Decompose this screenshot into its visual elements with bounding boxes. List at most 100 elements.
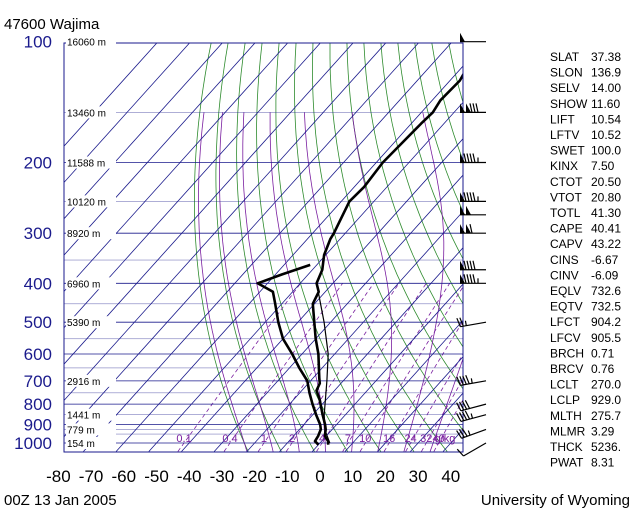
temperature-tick-label: -80 [46, 467, 71, 486]
mixing-ratio-line [342, 283, 451, 452]
mixing-ratio-label: 10 [359, 433, 371, 445]
dewpoint-profile-line [256, 263, 323, 446]
wind-barb-feather [456, 448, 464, 457]
height-label-bg [66, 195, 116, 208]
index-name: EQLV [550, 284, 581, 298]
wind-barb-feather [469, 274, 473, 284]
wind-barb [460, 192, 486, 202]
wind-barb-staff [460, 380, 487, 386]
height-label-bg [66, 374, 116, 387]
height-label: 2916 m [67, 377, 100, 388]
index-name: KINX [550, 159, 578, 173]
mixing-ratio-line [433, 398, 463, 452]
wind-barb-feather [472, 153, 476, 163]
wind-barb-staff [460, 403, 487, 412]
wind-barb-feather [456, 412, 462, 422]
wind-barb-flag [466, 224, 471, 234]
dry-adiabat-line [193, 43, 249, 452]
mixing-ratio-label: 7 [345, 433, 351, 445]
mixing-ratio-line [285, 283, 400, 452]
wind-barb-feather [456, 376, 461, 386]
index-value: 10.52 [591, 128, 621, 142]
grid-lines [64, 43, 463, 452]
isotherm-line [64, 43, 191, 184]
index-value: 270.0 [591, 378, 621, 392]
mixing-ratio-label: 1 [261, 433, 267, 445]
moist-adiabat-line [198, 112, 248, 452]
isotherm-line [64, 43, 354, 365]
mixing-ratio-line [359, 286, 463, 452]
isotherm-line [64, 43, 419, 438]
wind-barb-feather [469, 192, 473, 202]
dry-adiabat-line [346, 43, 463, 390]
index-value: 7.50 [591, 159, 615, 173]
height-label: 8920 m [67, 229, 100, 240]
wind-barb-feather [465, 375, 470, 385]
wind-barb-feather [466, 192, 470, 202]
wind-barb-flag [460, 260, 465, 270]
temperature-tick-label: -70 [79, 467, 104, 486]
isotherm-line [377, 356, 463, 452]
wind-barb-half-feather [470, 378, 473, 384]
wind-barb-feather [461, 428, 468, 437]
index-value: 20.50 [591, 175, 621, 189]
isotherm-line [64, 43, 223, 220]
wind-barb-feather [458, 412, 465, 421]
pressure-tick-label: 200 [24, 154, 52, 173]
isotherm-line [115, 65, 463, 452]
observation-time: 00Z 13 Jan 2005 [4, 492, 117, 509]
index-name: PWAT [550, 456, 584, 470]
height-label: 11588 m [67, 159, 105, 170]
dry-adiabat-line [380, 43, 463, 305]
dry-adiabat-line [256, 43, 348, 452]
wind-barb [460, 260, 486, 271]
height-label: 779 m [67, 425, 95, 436]
index-name: SLAT [550, 50, 580, 64]
height-label: 6960 m [67, 279, 100, 290]
wind-barb-flag [460, 274, 465, 284]
temperature-tick-label: -30 [210, 467, 235, 486]
wind-barb-half-feather [470, 413, 474, 419]
mixing-ratio-line [383, 320, 463, 452]
wind-barb-half-feather [464, 320, 467, 326]
isotherm-line [64, 43, 321, 329]
temperature-tick-label: -10 [275, 467, 300, 486]
dry-adiabat-line [329, 43, 463, 431]
index-name: SHOW [550, 97, 588, 111]
index-value: 929.0 [591, 393, 621, 407]
height-label: 13460 m [67, 108, 106, 119]
wind-barb-feather [461, 411, 468, 421]
wind-barb-flag [460, 103, 465, 113]
credit-label: University of Wyoming [481, 492, 630, 509]
mixing-ratio-label: 4 [319, 433, 325, 445]
dry-adiabat-line [363, 43, 463, 348]
pressure-tick-label: 400 [24, 274, 52, 293]
mixing-ratio-label: 2 [289, 433, 295, 445]
wind-barb-feather [472, 103, 476, 113]
mixing-ratio-line [421, 378, 463, 452]
index-value: 40.41 [591, 222, 621, 236]
isotherm-line [213, 174, 463, 452]
index-name: LCLP [550, 393, 580, 407]
index-name: MLMR [550, 424, 586, 438]
wind-barb-flag [460, 153, 465, 163]
isotherm-line [181, 138, 463, 452]
plot-frame [63, 42, 464, 453]
index-name: EQTV [550, 300, 583, 314]
wind-barb [460, 274, 486, 284]
temperature-tick-label: -60 [112, 467, 137, 486]
temperature-tick-label: -40 [177, 467, 202, 486]
mixing-ratio-label: 24 [404, 433, 416, 445]
pressure-tick-label: 1000 [14, 434, 52, 453]
wind-barbs [456, 32, 487, 457]
wind-barb-staff [463, 442, 487, 457]
station-title: 47600 Wajima [4, 16, 100, 33]
height-label-bg [66, 408, 116, 421]
pressure-tick-label: 900 [24, 416, 52, 435]
mixing-ratio-label: 0.4 [222, 433, 237, 445]
pressure-tick-label: 300 [24, 224, 52, 243]
wind-barb-feather [456, 430, 463, 439]
